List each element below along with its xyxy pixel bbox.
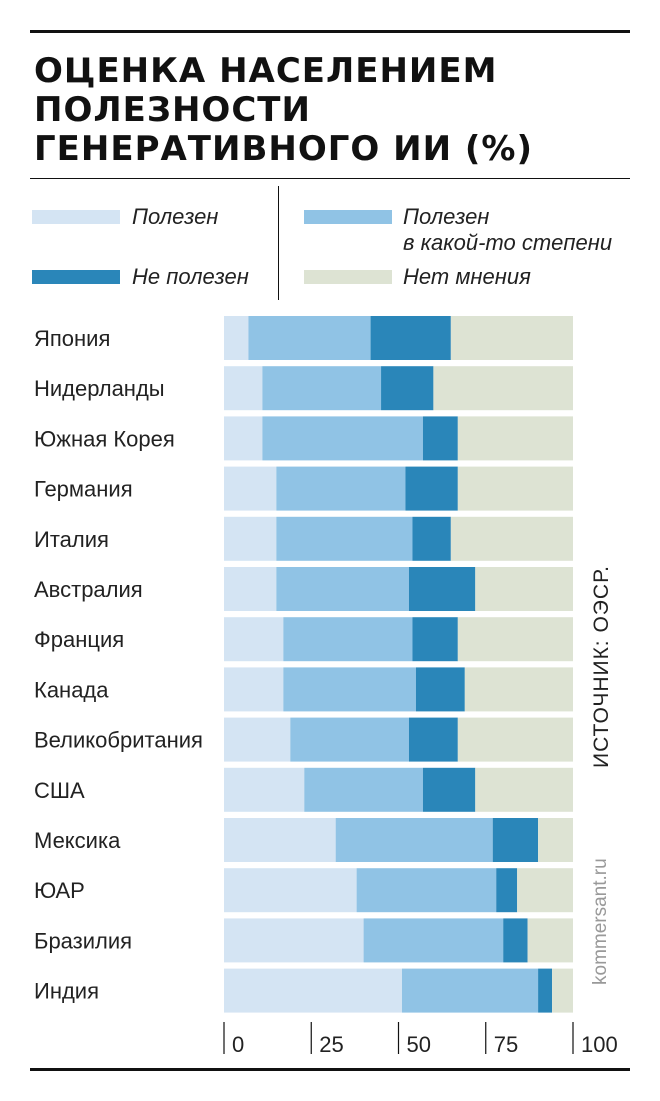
bar-segment-5-series-4: [450, 516, 573, 561]
category-label-7: Франция: [34, 627, 124, 652]
bar-segment-5-series-1: [224, 516, 277, 561]
top-rule: [30, 30, 630, 33]
bar-segment-5-series-2: [276, 516, 413, 561]
legend-swatch-not-useful: [32, 270, 120, 284]
bar-segment-9-series-2: [290, 717, 409, 762]
legend-label-no-opinion: Нет мнения: [403, 264, 531, 289]
bar-segment-7-series-1: [224, 617, 284, 662]
chart-title: ОЦЕНКА НАСЕЛЕНИЕМ ПОЛЕЗНОСТИ ГЕНЕРАТИВНО…: [34, 52, 624, 169]
category-label-2: Нидерланды: [34, 376, 165, 401]
bar-segment-14-series-2: [401, 968, 539, 1013]
legend-divider: [278, 186, 279, 300]
bar-segment-14-series-4: [552, 968, 573, 1013]
category-label-1: Япония: [34, 326, 110, 351]
bar-segment-10-series-4: [475, 767, 573, 812]
site-credit: kommersant.ru: [590, 858, 611, 985]
x-tick-label-75: 75: [494, 1032, 518, 1057]
source-note: ИСТОЧНИК: ОЭСР.: [590, 565, 613, 768]
bar-segment-10-series-1: [224, 767, 305, 812]
x-tick-label-50: 50: [407, 1032, 431, 1057]
bar-segment-3-series-3: [422, 416, 458, 461]
bar-segment-12-series-1: [224, 868, 357, 913]
category-label-5: Италия: [34, 527, 109, 552]
bar-segment-2-series-2: [262, 366, 382, 411]
bar-segment-12-series-2: [356, 868, 497, 913]
bar-segment-11-series-2: [335, 818, 493, 862]
bar-segment-2-series-1: [224, 366, 263, 411]
bar-segment-7-series-4: [457, 617, 573, 662]
legend-label-useful: Полезен: [132, 204, 219, 229]
bar-segment-6-series-3: [408, 567, 476, 611]
bar-segment-9-series-4: [457, 717, 573, 762]
category-label-11: Мексика: [34, 828, 121, 853]
bar-segment-7-series-3: [412, 617, 458, 662]
category-label-10: США: [34, 778, 85, 803]
category-label-14: Индия: [34, 979, 99, 1004]
bar-segment-13-series-4: [527, 918, 573, 963]
legend-swatch-no-opinion: [304, 270, 392, 284]
bar-segment-14-series-1: [224, 968, 402, 1013]
title-line-1: ОЦЕНКА НАСЕЛЕНИЕМ: [34, 51, 498, 91]
title-line-2: ПОЛЕЗНОСТИ: [34, 90, 311, 130]
bar-segment-11-series-1: [224, 818, 336, 862]
category-label-8: Канада: [34, 677, 109, 702]
legend-swatch-useful: [32, 210, 120, 224]
bar-segment-7-series-2: [283, 617, 413, 662]
legend-label-not-useful: Не полезен: [132, 264, 249, 289]
category-label-13: Бразилия: [34, 928, 132, 953]
legend-label-somewhat-line-1: Полезен: [403, 204, 490, 229]
bar-segment-9-series-1: [224, 717, 291, 762]
category-label-9: Великобритания: [34, 728, 203, 753]
bar-segment-8-series-3: [415, 667, 465, 712]
bar-segment-6-series-1: [224, 567, 277, 611]
bar-segment-1-series-3: [370, 316, 451, 360]
bottom-rule: [30, 1068, 630, 1071]
bar-segment-3-series-4: [457, 416, 573, 461]
bar-segment-4-series-2: [276, 466, 406, 511]
bar-segment-13-series-2: [363, 918, 504, 963]
bar-segment-10-series-3: [422, 767, 476, 812]
bar-segment-1-series-4: [450, 316, 573, 360]
bar-segment-9-series-3: [408, 717, 458, 762]
legend-swatch-somewhat: [304, 210, 392, 224]
bar-segment-3-series-1: [224, 416, 263, 461]
bar-segment-13-series-3: [503, 918, 528, 963]
bar-segment-6-series-2: [276, 567, 409, 611]
legend-label-somewhat-line-2: в какой-то степени: [403, 230, 613, 255]
bar-segment-11-series-3: [492, 818, 539, 862]
bar-segment-4-series-1: [224, 466, 277, 511]
bar-segment-8-series-2: [283, 667, 416, 712]
x-tick-label-100: 100: [581, 1032, 618, 1057]
category-label-12: ЮАР: [34, 878, 85, 903]
bar-segment-4-series-3: [405, 466, 458, 511]
bar-segment-12-series-3: [496, 868, 518, 913]
bar-segment-10-series-2: [304, 767, 423, 812]
bar-segment-14-series-3: [538, 968, 553, 1013]
bar-segment-2-series-4: [433, 366, 573, 411]
bar-segment-13-series-1: [224, 918, 364, 963]
bar-segment-4-series-4: [457, 466, 573, 511]
bar-segment-12-series-4: [517, 868, 573, 913]
x-tick-label-0: 0: [232, 1032, 244, 1057]
bar-segment-8-series-1: [224, 667, 284, 712]
bar-segment-1-series-2: [248, 316, 371, 360]
bar-segment-11-series-4: [538, 818, 573, 862]
bar-segment-5-series-3: [412, 516, 451, 561]
category-label-6: Австралия: [34, 577, 143, 602]
bar-segment-2-series-3: [381, 366, 434, 411]
title-line-3: ГЕНЕРАТИВНОГО ИИ (%): [34, 129, 534, 169]
category-label-3: Южная Корея: [34, 426, 175, 451]
bar-segment-3-series-2: [262, 416, 423, 461]
bar-segment-1-series-1: [224, 316, 249, 360]
title-rule: [30, 178, 630, 179]
bar-segment-6-series-4: [475, 567, 573, 611]
category-label-4: Германия: [34, 477, 133, 502]
bar-segment-8-series-4: [464, 667, 573, 712]
x-tick-label-25: 25: [319, 1032, 343, 1057]
